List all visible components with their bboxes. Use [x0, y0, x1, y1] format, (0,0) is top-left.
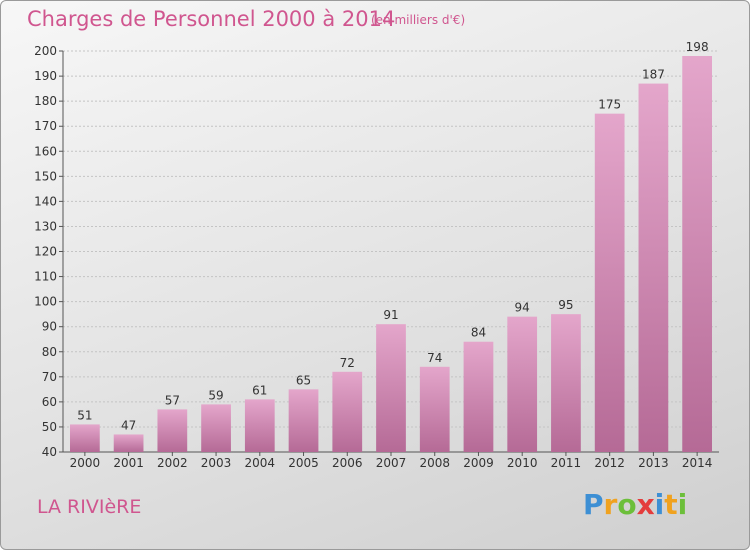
x-tick-label: 2006 — [332, 456, 363, 470]
logo-letter: P — [583, 488, 604, 521]
bar — [594, 113, 625, 452]
logo-letter: i — [654, 488, 665, 521]
logo-letter: i — [677, 488, 688, 521]
x-tick-label: 2013 — [638, 456, 669, 470]
bar — [507, 316, 538, 452]
y-tick-label: 40 — [42, 445, 57, 459]
x-tick-label: 2004 — [245, 456, 276, 470]
x-tick-label: 2000 — [70, 456, 101, 470]
x-tick-label: 2011 — [551, 456, 582, 470]
x-tick-label: 2002 — [157, 456, 188, 470]
y-tick-label: 200 — [34, 44, 57, 58]
x-tick-label: 2012 — [594, 456, 625, 470]
x-tick-label: 2005 — [288, 456, 319, 470]
bar — [69, 424, 100, 452]
proxiti-logo[interactable]: Proxiti — [583, 488, 687, 521]
value-label: 59 — [208, 388, 223, 402]
y-tick-label: 60 — [42, 395, 57, 409]
x-tick-label: 2001 — [113, 456, 144, 470]
bar — [244, 399, 275, 452]
logo-letter: r — [603, 488, 618, 521]
y-tick-labels: 40 50 60 70 80 90 100 110 120 130 140 150 160 170 180 1… — [34, 44, 57, 459]
y-tick-label: 180 — [34, 94, 57, 108]
value-label: 198 — [686, 40, 709, 54]
logo-letter: t — [664, 488, 678, 521]
chart-subtitle: (en milliers d'€) — [371, 13, 466, 27]
value-label: 74 — [427, 351, 442, 365]
commune-name: LA RIVIèRE — [37, 496, 142, 518]
value-label: 175 — [598, 98, 621, 112]
y-tick-label: 120 — [34, 245, 57, 259]
y-tick-label: 90 — [42, 320, 57, 334]
logo-letter: o — [617, 488, 637, 521]
value-label: 61 — [252, 383, 267, 397]
value-label: 94 — [515, 301, 530, 315]
value-label: 84 — [471, 326, 486, 340]
value-labels: 51 47 57 59 61 65 72 91 74 84 94 95 175 187 198 — [77, 40, 708, 432]
x-tick-label: 2009 — [463, 456, 494, 470]
value-label: 72 — [340, 356, 355, 370]
x-tick-label: 2003 — [201, 456, 232, 470]
value-label: 95 — [558, 298, 573, 312]
bar — [419, 366, 450, 452]
bar — [201, 404, 231, 452]
x-tick-labels: 2000 2001 2002 2003 2004 2005 2006 2007 2008 2009… — [70, 456, 713, 470]
chart-title: Charges de Personnel 2000 à 2014 — [27, 7, 396, 31]
x-tick-label: 2014 — [682, 456, 713, 470]
y-tick-label: 50 — [42, 420, 57, 434]
x-tick-label: 2010 — [507, 456, 538, 470]
y-tick-label: 70 — [42, 370, 57, 384]
value-label: 57 — [165, 393, 180, 407]
value-label: 51 — [77, 408, 92, 422]
x-tick-label: 2007 — [376, 456, 407, 470]
y-tick-label: 100 — [34, 295, 57, 309]
y-tick-label: 190 — [34, 69, 57, 83]
y-tick-label: 80 — [42, 345, 57, 359]
logo-letter: x — [636, 488, 655, 521]
bar — [157, 409, 188, 452]
y-tick-label: 150 — [34, 169, 57, 183]
bar — [332, 371, 363, 452]
x-tick-label: 2008 — [419, 456, 450, 470]
y-tick-label: 110 — [34, 270, 57, 284]
y-tick-label: 160 — [34, 144, 57, 158]
bar — [288, 389, 319, 452]
y-tick-label: 140 — [34, 194, 57, 208]
y-tick-label: 170 — [34, 119, 57, 133]
bar — [113, 434, 144, 452]
bar — [463, 341, 494, 452]
value-label: 187 — [642, 68, 665, 82]
bars — [69, 56, 713, 453]
value-label: 91 — [383, 308, 398, 322]
bar — [682, 56, 713, 452]
value-label: 47 — [121, 418, 136, 432]
bar — [376, 324, 406, 452]
bar — [638, 83, 669, 453]
bar — [551, 314, 581, 452]
y-tick-label: 130 — [34, 219, 57, 233]
value-label: 65 — [296, 373, 311, 387]
